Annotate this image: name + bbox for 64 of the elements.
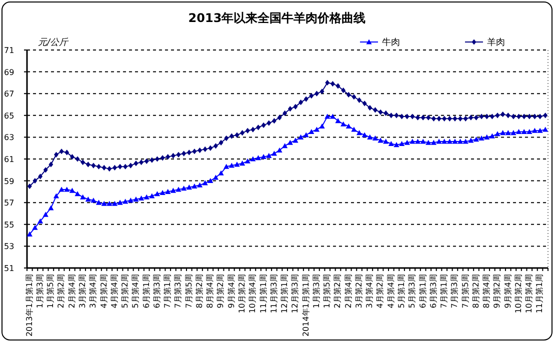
- x-tick-label: 1月第5周: [46, 274, 56, 308]
- x-tick-label: 10月第2周: [238, 274, 246, 314]
- x-tick-label: 10月第4周: [524, 274, 534, 314]
- chart-title: 2013年以来全国牛羊肉价格曲线: [188, 11, 366, 25]
- x-tick-label: 5月第2周: [120, 274, 130, 308]
- x-tick-label: 8月第4周: [482, 274, 492, 308]
- y-tick-label: 57: [4, 198, 14, 208]
- x-tick-label: 7月第1周: [163, 274, 172, 308]
- x-tick-label: 2014年1月第1周: [301, 274, 310, 337]
- x-tick-label: 9月第2周: [492, 274, 502, 308]
- x-tick-label: 4月第4周: [386, 274, 396, 308]
- x-tick-label: 7月第3周: [450, 274, 460, 308]
- x-tick-label: 11月第3周: [269, 274, 278, 314]
- x-tick-label: 10月第2周: [514, 274, 523, 314]
- x-tick-label: 6月第3周: [428, 274, 438, 308]
- x-tick-label: 11月第1周: [535, 274, 544, 314]
- x-tick-label: 7月第1周: [440, 274, 449, 308]
- y-tick-label: 69: [4, 68, 14, 77]
- x-tick-label: 8月第2周: [471, 274, 480, 308]
- x-tick-label: 3月第4周: [88, 274, 98, 308]
- x-tick-label: 5月第1周: [396, 274, 406, 308]
- y-tick-label: 67: [4, 90, 14, 99]
- x-tick-label: 1月第5周: [322, 274, 332, 308]
- x-tick-label: 3月第4周: [365, 274, 374, 308]
- x-tick-label: 9月第4周: [503, 274, 512, 308]
- x-tick-label: 2013年1月第1周: [24, 274, 34, 337]
- x-tick-label: 2月第4周: [67, 274, 76, 308]
- x-tick-label: 5月第4周: [131, 274, 140, 308]
- x-tick-label: 1月第3周: [35, 274, 44, 308]
- x-tick-label: 8月第4周: [206, 274, 215, 308]
- y-tick-label: 71: [4, 46, 14, 55]
- x-tick-label: 9月第2周: [216, 274, 226, 308]
- x-tick-label: 6月第3周: [152, 274, 162, 308]
- y-tick-label: 63: [4, 133, 14, 142]
- x-tick-label: 10月第4周: [248, 274, 258, 314]
- y-tick-label: 55: [4, 220, 14, 230]
- x-tick-label: 12月第3周: [290, 274, 300, 314]
- x-tick-label: 12月第1周: [280, 274, 290, 314]
- x-tick-label: 3月第2周: [78, 274, 88, 308]
- y-tick-label: 61: [4, 155, 14, 164]
- x-tick-label: 1月第3周: [312, 274, 321, 308]
- x-tick-label: 7月第5周: [460, 274, 470, 308]
- x-tick-label: 4月第2周: [99, 274, 108, 308]
- legend-label: 牛肉: [382, 37, 400, 48]
- x-tick-label: 2月第2周: [333, 274, 342, 308]
- x-tick-label: 4月第2周: [376, 274, 385, 308]
- x-tick-label: 2月第4周: [344, 274, 353, 308]
- x-tick-label: 4月第4周: [110, 274, 119, 308]
- x-tick-label: 2月第2周: [56, 274, 66, 308]
- x-tick-label: 6月第1周: [142, 274, 151, 308]
- y-tick-label: 51: [4, 264, 14, 273]
- y-tick-label: 65: [4, 111, 14, 120]
- x-tick-label: 6月第1周: [418, 274, 428, 308]
- y-tick-label: 59: [4, 176, 14, 186]
- legend-label: 羊肉: [487, 37, 505, 48]
- x-tick-label: 9月第4周: [226, 274, 236, 308]
- x-tick-label: 11月第1周: [258, 274, 268, 314]
- y-tick-label: 53: [4, 242, 14, 252]
- x-tick-label: 8月第2周: [194, 274, 204, 308]
- x-tick-label: 3月第2周: [354, 274, 364, 308]
- x-tick-label: 5月第3周: [408, 274, 417, 308]
- y-axis-title: 元/公斤: [38, 37, 70, 48]
- x-tick-label: 7月第3周: [174, 274, 183, 308]
- x-tick-label: 7月第5周: [184, 274, 194, 308]
